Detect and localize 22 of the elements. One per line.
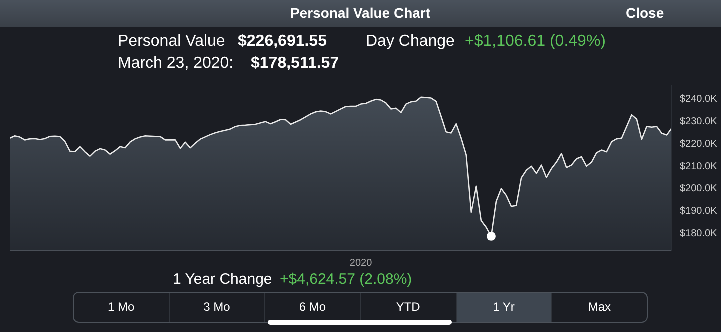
text: +$4,624.57 (2.08%) bbox=[280, 271, 412, 288]
y-tick-label: $200.0K bbox=[680, 184, 718, 195]
text: March 23, 2020: bbox=[118, 55, 234, 73]
chart-title: Personal Value Chart bbox=[290, 5, 431, 21]
x-tick-label: 2020 bbox=[350, 258, 373, 270]
text: 1 Year Change bbox=[173, 271, 272, 288]
text: +$1,106.61 (0.49%) bbox=[465, 33, 606, 51]
range-button[interactable]: 3 Mo bbox=[168, 293, 264, 322]
text: $178,511.57 bbox=[251, 55, 340, 73]
text: Close bbox=[626, 5, 664, 21]
text: Personal Value bbox=[118, 33, 226, 51]
y-tick-label: $190.0K bbox=[680, 206, 718, 218]
y-tick-label: $220.0K bbox=[680, 138, 718, 150]
y-tick-label: $210.0K bbox=[680, 161, 718, 172]
range-button[interactable]: Max bbox=[551, 293, 647, 322]
y-tick-label: $180.0K bbox=[680, 228, 718, 240]
y-tick-label: $230.0K bbox=[680, 116, 718, 128]
text: Day Change bbox=[366, 33, 455, 51]
y-tick-label: $240.0K bbox=[680, 94, 718, 106]
range-button[interactable]: 1 Mo bbox=[74, 293, 169, 322]
range-button[interactable]: 1 Yr bbox=[456, 293, 552, 322]
text: $226,691.55 bbox=[238, 33, 327, 51]
